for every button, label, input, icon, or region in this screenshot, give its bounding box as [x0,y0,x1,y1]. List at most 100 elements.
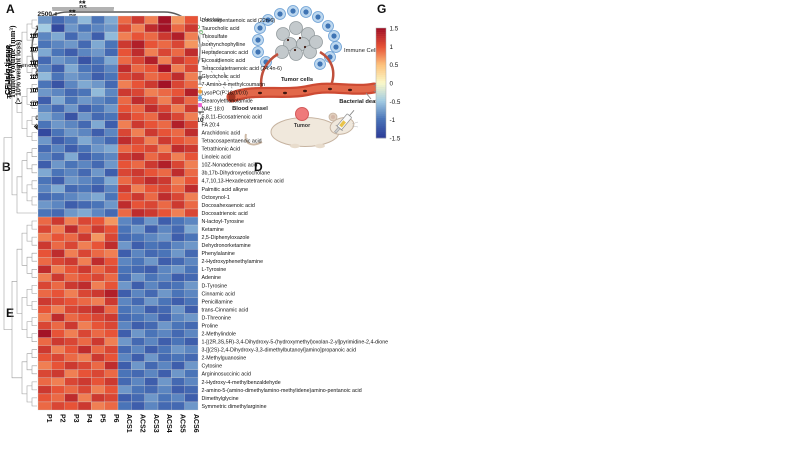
svg-text:NAE 18:0: NAE 18:0 [202,106,225,112]
blood-vessel-lumen [228,84,378,101]
syringe-icon [334,109,355,134]
vessel-open-end [228,92,236,102]
svg-text:108: 108 [30,45,40,54]
svg-text:Arachidonic acid: Arachidonic acid [202,130,241,136]
svg-text:1.5: 1.5 [390,26,399,33]
blood-vessel-label: Blood vessel [232,106,268,112]
genome-label: Genome [17,63,41,69]
svg-text:Docosatrienoic acid: Docosatrienoic acid [202,211,248,217]
svg-text:107: 107 [30,59,40,68]
svg-text:Taurocholic acid: Taurocholic acid [202,26,240,32]
zoom-connector-1 [203,32,234,91]
svg-text:-1: -1 [390,117,396,124]
svg-text:Argininosuccinic acid: Argininosuccinic acid [202,372,252,378]
svg-text:2-amino-5-(amino-dimethylamino: 2-amino-5-(amino-dimethylamino-methylide… [202,388,362,394]
svg-text:FA 20:4: FA 20:4 [202,122,220,128]
tumor-cells-label: Tumor cells [281,77,313,83]
svg-text:*: * [82,0,86,9]
svg-text:*: * [72,9,76,18]
svg-text:2-Methylguanosine: 2-Methylguanosine [202,356,247,362]
svg-text:trans-Cinnamic acid: trans-Cinnamic acid [202,307,249,313]
svg-text:ns: ns [79,4,87,11]
svg-text:2-Hydroxy-4-methylbenzaldehyde: 2-Hydroxy-4-methylbenzaldehyde [202,380,281,386]
svg-text:106: 106 [30,72,40,81]
svg-text:P6: P6 [112,414,119,423]
svg-text:P2: P2 [59,414,66,423]
panel-label-d: D [254,160,263,174]
heatmap-cells [37,15,199,411]
svg-text:Penicillamine: Penicillamine [202,299,233,305]
svg-text:Glycocholic acid: Glycocholic acid [202,74,240,80]
svg-text:Proline: Proline [202,323,219,329]
svg-text:2,5-Diphenyloxazole: 2,5-Diphenyloxazole [202,235,250,241]
panel-label-a: A [6,2,15,16]
svg-text:3b,17b-Dihydroxyetiocholane: 3b,17b-Dihydroxyetiocholane [202,171,271,177]
panel-g-heatmap: Docosapentaenoic acid (22n-6) Taurocholic… [3,15,401,433]
svg-text:Docosapentaenoic acid (22n-6): Docosapentaenoic acid (22n-6) [202,18,276,24]
svg-text:0: 0 [390,81,394,88]
svg-text:Dehydronorketamine: Dehydronorketamine [202,243,251,249]
svg-text:P1: P1 [45,414,52,423]
row-dendrogram [3,19,37,407]
svg-text:Symmetric dimethylarginine: Symmetric dimethylarginine [202,404,267,410]
svg-text:Thiosulfate: Thiosulfate [202,34,228,40]
svg-text:N-lactoyl-Tyrosine: N-lactoyl-Tyrosine [202,219,244,225]
svg-text:Adenine: Adenine [202,275,221,281]
svg-text:Tetracosatetraenoic acid (24:4: Tetracosatetraenoic acid (24:4n-6) [202,66,283,72]
svg-text:109: 109 [30,31,40,40]
svg-text:-0.5: -0.5 [390,99,401,106]
svg-text:5,8,11-Eicosatrienoic acid: 5,8,11-Eicosatrienoic acid [202,114,262,120]
lactate-label: L-lactate [200,17,222,23]
svg-text:P5: P5 [99,414,106,423]
svg-text:7-Amino-4-methylcoumarin: 7-Amino-4-methylcoumarin [202,82,266,88]
svg-text:ACS3: ACS3 [152,414,159,433]
svg-text:CFUs/g tissue: CFUs/g tissue [3,45,12,95]
svg-text:Toxicity fraction: Toxicity fraction [7,45,14,99]
svg-text:Ketamine: Ketamine [202,227,224,233]
svg-text:Octoxynol-1: Octoxynol-1 [202,195,230,201]
svg-text:(> 10% weight loss): (> 10% weight loss) [16,40,23,105]
svg-text:Docosahexaenoic acid: Docosahexaenoic acid [202,203,255,209]
svg-text:Eicosadienoic acid: Eicosadienoic acid [202,58,246,64]
svg-text:Dimethylglycine: Dimethylglycine [202,396,239,402]
heatmap-column-labels: P1 P2 P3 P4 P5 P6 ACS1 ACS2 ACS3 ACS4 ACS5 ACS6 [45,414,199,433]
svg-text:Tumor volume (mm³): Tumor volume (mm³) [8,25,17,98]
svg-text:CFUs/g tissue: CFUs/g tissue [3,45,12,95]
heatmap-row-labels: Docosapentaenoic acid (22n-6) Taurocholic… [202,18,389,410]
svg-text:10: 10 [196,117,204,124]
svg-text:Palmitic acid alkyne: Palmitic acid alkyne [202,187,249,193]
svg-text:**: ** [79,0,86,9]
svg-text:101: 101 [30,99,40,108]
zoom-connector-2 [198,54,232,98]
svg-text:3-[[(2S)-2,4-Dihydroxy-3,3-dim: 3-[[(2S)-2,4-Dihydroxy-3,3-dimethylbutan… [202,348,357,354]
svg-text:L-Tyrosine: L-Tyrosine [202,267,227,273]
svg-text:Cinnamic acid: Cinnamic acid [202,291,235,297]
svg-text:Tetrathionic Acid: Tetrathionic Acid [202,147,241,153]
panel-label-b: B [2,160,11,174]
svg-text:1-[(2R,3S,5R)-3,4-Dihydroxy-5-: 1-[(2R,3S,5R)-3,4-Dihydroxy-5-(hydroxyme… [202,340,389,346]
svg-text:2-Methylindole: 2-Methylindole [202,332,237,338]
svg-text:Isorhynchophylline: Isorhynchophylline [202,42,246,48]
svg-text:**: ** [69,9,76,18]
svg-text:CFUs/g tissue: CFUs/g tissue [3,45,12,95]
svg-text:1: 1 [390,44,394,51]
panel-label-g: G [377,2,387,16]
svg-text:104: 104 [30,99,40,108]
svg-text:ACS4: ACS4 [165,414,172,433]
tumor-cells-icon [275,21,323,61]
svg-text:Heptadecanoic acid: Heptadecanoic acid [202,50,249,56]
svg-text:ACS2: ACS2 [139,414,146,433]
svg-text:105: 105 [30,45,40,54]
immune-cells-label: Immune Cells [344,48,380,54]
svg-text:102: 102 [30,86,40,95]
svg-text:P4: P4 [85,414,92,423]
svg-text:Tetracosapentaenoic acid: Tetracosapentaenoic acid [202,139,262,145]
svg-text:4,7,10,13-Hexadecatetraenoic a: 4,7,10,13-Hexadecatetraenoic acid [202,179,284,185]
svg-text:106: 106 [30,31,40,40]
svg-text:Stearoylethanolamide: Stearoylethanolamide [202,98,253,104]
svg-text:Linoleic acid: Linoleic acid [202,155,231,161]
svg-text:D-Tyrosine: D-Tyrosine [202,283,228,289]
svg-text:2-Hydroxyphenethylamine: 2-Hydroxyphenethylamine [202,259,264,265]
svg-text:103: 103 [30,72,40,81]
